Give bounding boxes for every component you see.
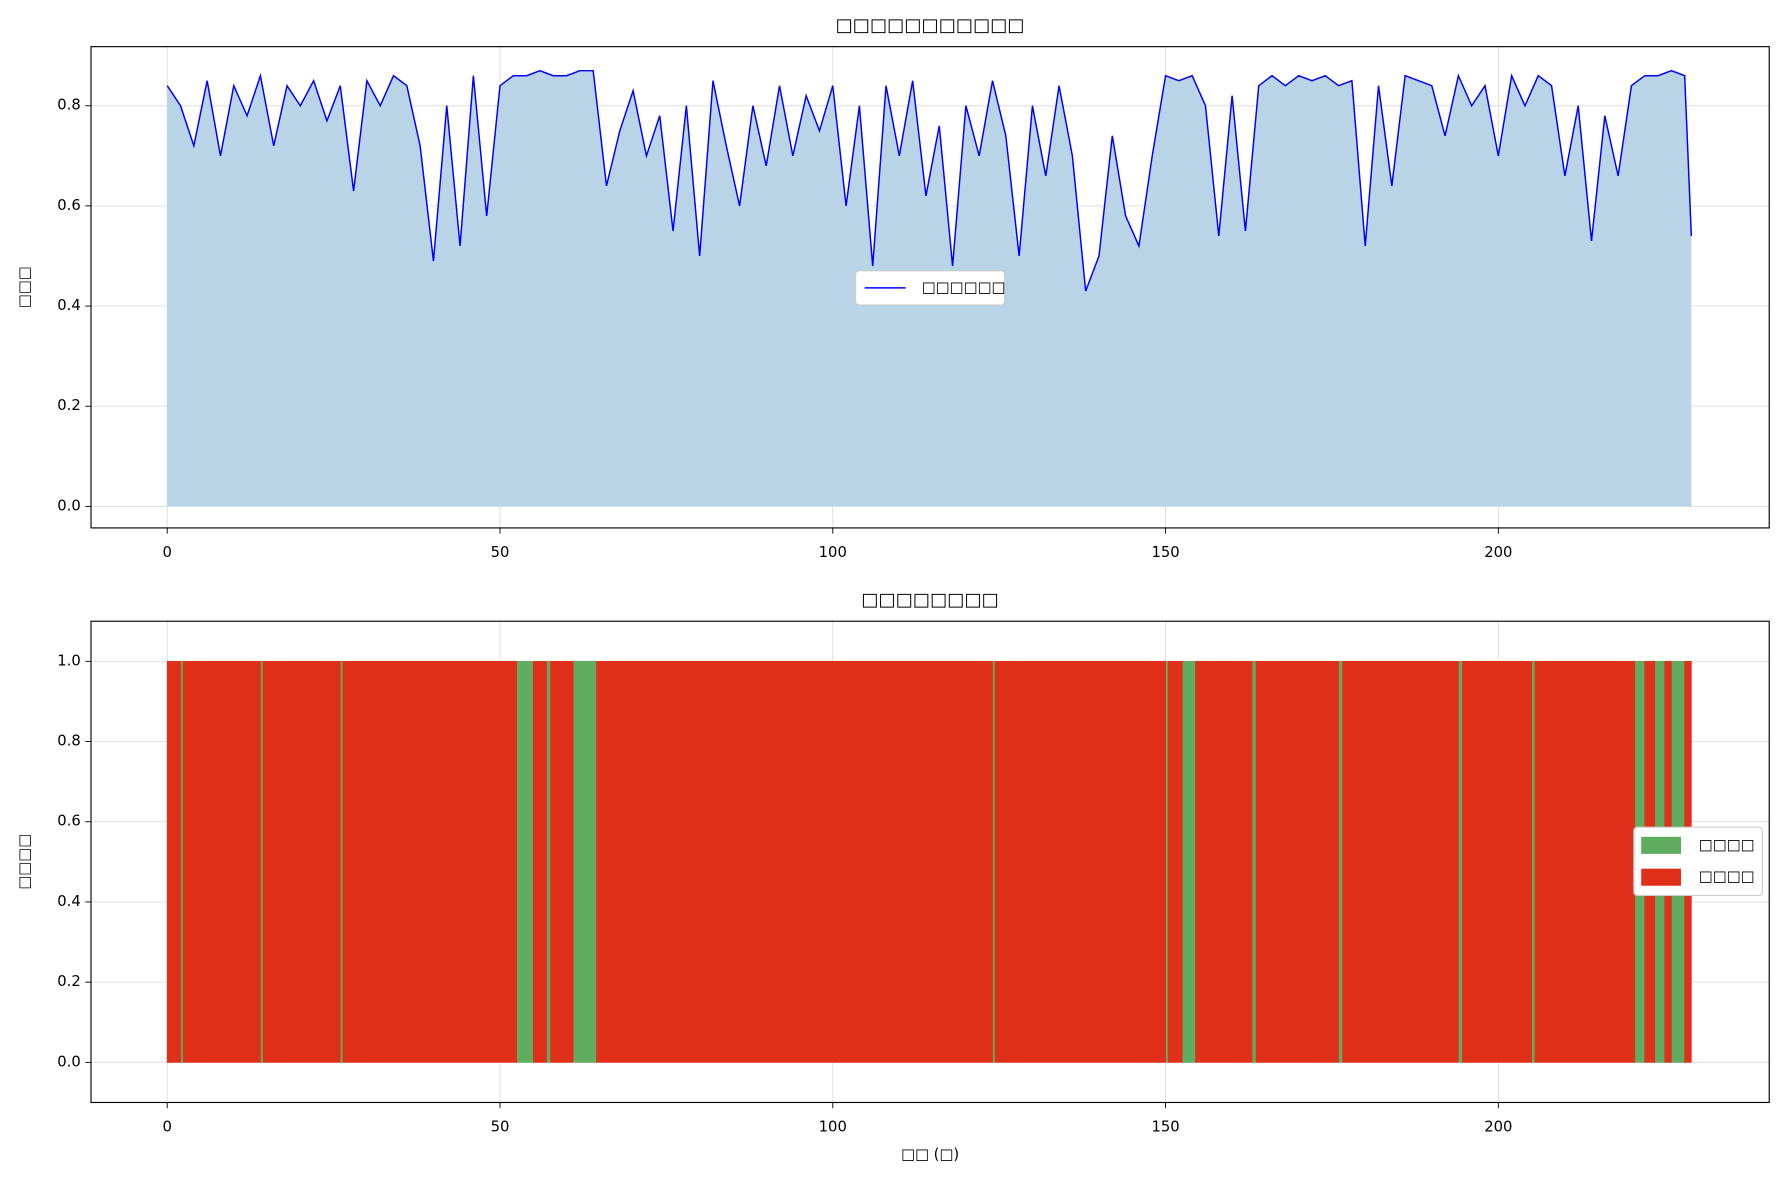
state-bar xyxy=(1458,660,1463,1063)
x-tick-label: 0 xyxy=(163,1119,172,1136)
state-bar xyxy=(180,660,184,1063)
state-bar xyxy=(166,660,181,1063)
legend-label: □□□□ xyxy=(1699,868,1755,885)
plot-frame xyxy=(90,46,1770,529)
y-tick-label: 1.0 xyxy=(57,652,81,669)
x-tick-label: 0 xyxy=(163,544,172,561)
x-tick-label: 100 xyxy=(819,1119,847,1136)
y-axis-label: □□□□ xyxy=(16,834,33,890)
state-bar xyxy=(994,660,1166,1063)
state-bar xyxy=(260,660,264,1063)
legend-swatch xyxy=(1641,836,1682,854)
legend-box xyxy=(855,270,1006,306)
x-tick-label: 50 xyxy=(491,1119,510,1136)
plot-frame xyxy=(90,620,1770,1104)
y-tick-label: 0.4 xyxy=(57,297,81,314)
state-bar xyxy=(182,660,261,1063)
chart-title: □□□□□□□□ xyxy=(861,590,998,611)
state-bar xyxy=(1462,660,1532,1063)
state-bar xyxy=(546,660,551,1063)
x-tick-label: 200 xyxy=(1484,1119,1512,1136)
state-bar xyxy=(1167,660,1183,1063)
chart-title: □□□□□□□□□□□ xyxy=(836,15,1025,36)
state-bar xyxy=(1342,660,1459,1063)
x-tick-label: 50 xyxy=(491,544,510,561)
y-tick-label: 0.6 xyxy=(57,197,81,214)
legend-label: □□□□□□ xyxy=(922,279,1006,296)
x-axis-label: □□ (□) xyxy=(901,1146,959,1163)
state-bar xyxy=(516,660,534,1063)
state-bar xyxy=(262,660,341,1063)
y-tick-label: 0.0 xyxy=(57,497,81,514)
state-bar xyxy=(1165,660,1169,1063)
state-bar xyxy=(1251,660,1257,1063)
y-axis-label: □□□ xyxy=(16,266,33,308)
state-bar xyxy=(992,660,996,1063)
y-tick-label: 0.0 xyxy=(57,1053,81,1070)
state-bar xyxy=(596,660,993,1063)
y-tick-label: 0.4 xyxy=(57,893,81,910)
y-tick-label: 0.6 xyxy=(57,813,81,830)
y-tick-label: 0.8 xyxy=(57,97,81,114)
x-tick-label: 150 xyxy=(1151,544,1179,561)
state-bar xyxy=(550,660,574,1063)
state-bar xyxy=(1531,660,1536,1063)
x-tick-label: 150 xyxy=(1151,1119,1179,1136)
state-bar xyxy=(1534,660,1636,1063)
x-tick-label: 200 xyxy=(1484,544,1512,561)
state-bar xyxy=(1338,660,1343,1063)
y-tick-label: 0.2 xyxy=(57,397,81,414)
y-tick-label: 0.2 xyxy=(57,973,81,990)
state-bar xyxy=(1255,660,1339,1063)
state-bar xyxy=(532,660,547,1063)
state-bar xyxy=(1195,660,1253,1063)
state-bar xyxy=(1181,660,1196,1063)
state-bar xyxy=(572,660,597,1063)
line xyxy=(166,69,1693,292)
x-tick-label: 100 xyxy=(819,544,847,561)
state-bar xyxy=(339,660,344,1063)
legend-label: □□□□ xyxy=(1699,836,1755,853)
state-bar xyxy=(342,660,517,1063)
legend-swatch xyxy=(1641,868,1682,886)
y-tick-label: 0.8 xyxy=(57,733,81,750)
